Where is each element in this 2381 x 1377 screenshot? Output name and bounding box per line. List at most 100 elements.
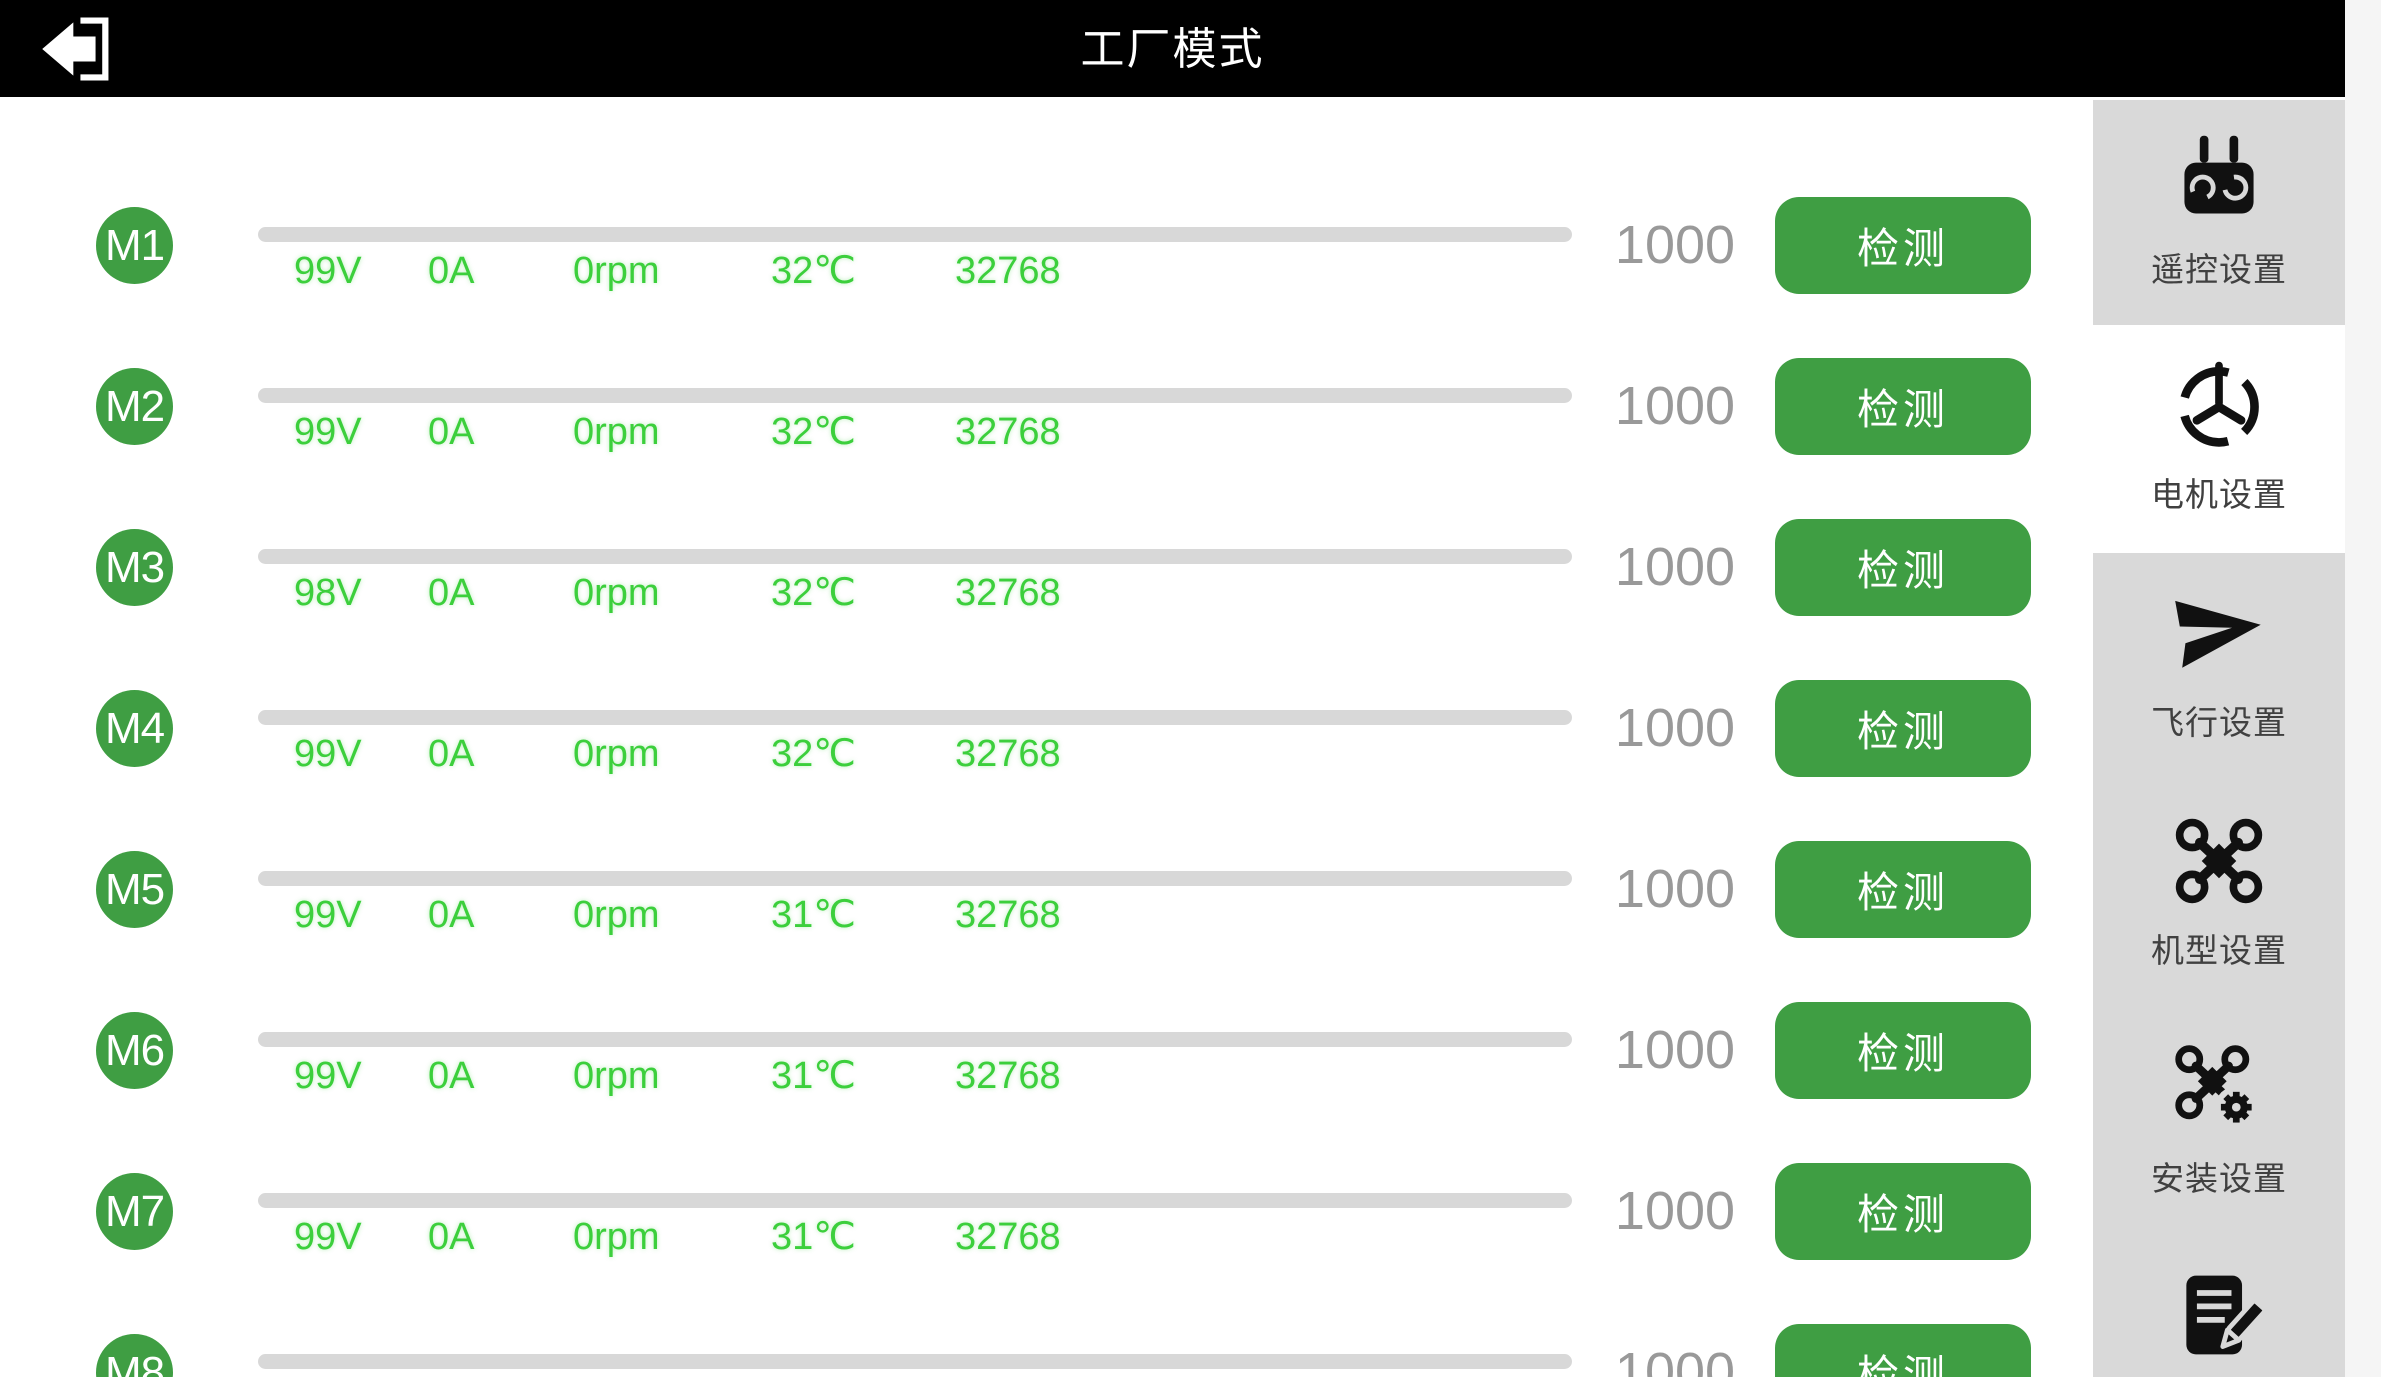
counter-value: 32768	[955, 572, 1061, 614]
right-edge-strip	[2345, 0, 2381, 1377]
motor-row-M3: M3 98V 0A 0rpm 32℃ 32768 1000 检测	[0, 487, 2093, 648]
rpm-value: 0rpm	[573, 1216, 660, 1258]
page-title: 工厂模式	[1080, 25, 1265, 74]
motor-row-M2: M2 99V 0A 0rpm 32℃ 32768 1000 检测	[0, 326, 2093, 487]
sidebar-item-flight[interactable]: 飞行设置	[2093, 553, 2345, 781]
detect-button[interactable]: 检测	[1775, 197, 2031, 294]
sidebar-item-remote[interactable]: 遥控设置	[2093, 100, 2345, 325]
sidebar-item-label: 机型设置	[2151, 932, 2287, 969]
throttle-value: 1000	[1614, 376, 1736, 436]
motor-row-M4: M4 99V 0A 0rpm 32℃ 32768 1000 检测	[0, 648, 2093, 809]
sidebar-item-label: 电机设置	[2151, 476, 2287, 513]
counter-value: 32768	[955, 411, 1061, 453]
counter-value: 32768	[955, 250, 1061, 292]
throttle-slider-track[interactable]	[258, 1032, 1572, 1047]
motor-row-M8: M8 99V 0A 0rpm 31℃ 32768 1000 检测	[0, 1292, 2093, 1377]
motor-row-M6: M6 99V 0A 0rpm 31℃ 32768 1000 检测	[0, 970, 2093, 1131]
motor-badge: M4	[96, 690, 173, 767]
voltage-value: 99V	[294, 733, 362, 775]
temperature-value: 32℃	[771, 733, 856, 775]
detect-button[interactable]: 检测	[1775, 841, 2031, 938]
throttle-slider-track[interactable]	[258, 1354, 1572, 1369]
current-value: 0A	[428, 894, 475, 936]
throttle-value: 1000	[1614, 1181, 1736, 1241]
install-icon	[2171, 1040, 2267, 1136]
current-value: 0A	[428, 250, 475, 292]
motor-row-M7: M7 99V 0A 0rpm 31℃ 32768 1000 检测	[0, 1131, 2093, 1292]
throttle-slider-track[interactable]	[258, 871, 1572, 886]
counter-value: 32768	[955, 894, 1061, 936]
temperature-value: 32℃	[771, 411, 856, 453]
motor-list: M1 99V 0A 0rpm 32℃ 32768 1000 检测 M2 99V …	[0, 97, 2093, 1377]
rpm-value: 0rpm	[573, 1055, 660, 1097]
current-value: 0A	[428, 1055, 475, 1097]
airframe-icon	[2171, 812, 2267, 908]
motor-badge: M8	[96, 1334, 173, 1377]
throttle-value: 1000	[1614, 1020, 1736, 1080]
throttle-slider-track[interactable]	[258, 227, 1572, 242]
sidebar-item-log[interactable]	[2093, 1237, 2345, 1377]
counter-value: 32768	[955, 1055, 1061, 1097]
throttle-value: 1000	[1614, 537, 1736, 597]
throttle-value: 1000	[1614, 698, 1736, 758]
back-button[interactable]	[36, 9, 116, 89]
rpm-value: 0rpm	[573, 572, 660, 614]
detect-button[interactable]: 检测	[1775, 358, 2031, 455]
motor-badge: M5	[96, 851, 173, 928]
sidebar-item-install[interactable]: 安装设置	[2093, 1009, 2345, 1237]
throttle-value: 1000	[1614, 1342, 1736, 1377]
rpm-value: 0rpm	[573, 894, 660, 936]
throttle-slider-track[interactable]	[258, 549, 1572, 564]
motor-row-M1: M1 99V 0A 0rpm 32℃ 32768 1000 检测	[0, 165, 2093, 326]
rpm-value: 0rpm	[573, 733, 660, 775]
throttle-value: 1000	[1614, 859, 1736, 919]
temperature-value: 31℃	[771, 1216, 856, 1258]
sidebar-item-frame[interactable]: 机型设置	[2093, 781, 2345, 1009]
current-value: 0A	[428, 411, 475, 453]
voltage-value: 99V	[294, 1216, 362, 1258]
sidebar-item-label: 安装设置	[2151, 1160, 2287, 1197]
temperature-value: 32℃	[771, 572, 856, 614]
temperature-value: 32℃	[771, 250, 856, 292]
throttle-value: 1000	[1614, 215, 1736, 275]
motor-badge: M2	[96, 368, 173, 445]
detect-button[interactable]: 检测	[1775, 1163, 2031, 1260]
rpm-value: 0rpm	[573, 411, 660, 453]
temperature-value: 31℃	[771, 894, 856, 936]
current-value: 0A	[428, 733, 475, 775]
motor-badge: M1	[96, 207, 173, 284]
motor-badge: M3	[96, 529, 173, 606]
temperature-value: 31℃	[771, 1055, 856, 1097]
motor-badge: M7	[96, 1173, 173, 1250]
exit-back-icon	[36, 9, 116, 89]
voltage-value: 99V	[294, 1055, 362, 1097]
detect-button[interactable]: 检测	[1775, 1324, 2031, 1377]
log-icon	[2171, 1268, 2267, 1364]
throttle-slider-track[interactable]	[258, 710, 1572, 725]
detect-button[interactable]: 检测	[1775, 519, 2031, 616]
voltage-value: 98V	[294, 572, 362, 614]
counter-value: 32768	[955, 733, 1061, 775]
detect-button[interactable]: 检测	[1775, 1002, 2031, 1099]
throttle-slider-track[interactable]	[258, 1193, 1572, 1208]
sidebar-item-label: 飞行设置	[2151, 704, 2287, 741]
motor-icon	[2171, 356, 2267, 452]
counter-value: 32768	[955, 1216, 1061, 1258]
current-value: 0A	[428, 572, 475, 614]
remote-control-icon	[2171, 131, 2267, 227]
motor-badge: M6	[96, 1012, 173, 1089]
rpm-value: 0rpm	[573, 250, 660, 292]
current-value: 0A	[428, 1216, 475, 1258]
sidebar: 遥控设置 电机设置 飞行设置	[2093, 97, 2345, 1377]
voltage-value: 99V	[294, 411, 362, 453]
voltage-value: 99V	[294, 250, 362, 292]
top-bar: 工厂模式	[0, 0, 2345, 97]
sidebar-item-motor[interactable]: 电机设置	[2093, 325, 2345, 553]
detect-button[interactable]: 检测	[1775, 680, 2031, 777]
motor-row-M5: M5 99V 0A 0rpm 31℃ 32768 1000 检测	[0, 809, 2093, 970]
flight-icon	[2171, 584, 2267, 680]
voltage-value: 99V	[294, 894, 362, 936]
sidebar-item-label: 遥控设置	[2151, 251, 2287, 288]
throttle-slider-track[interactable]	[258, 388, 1572, 403]
